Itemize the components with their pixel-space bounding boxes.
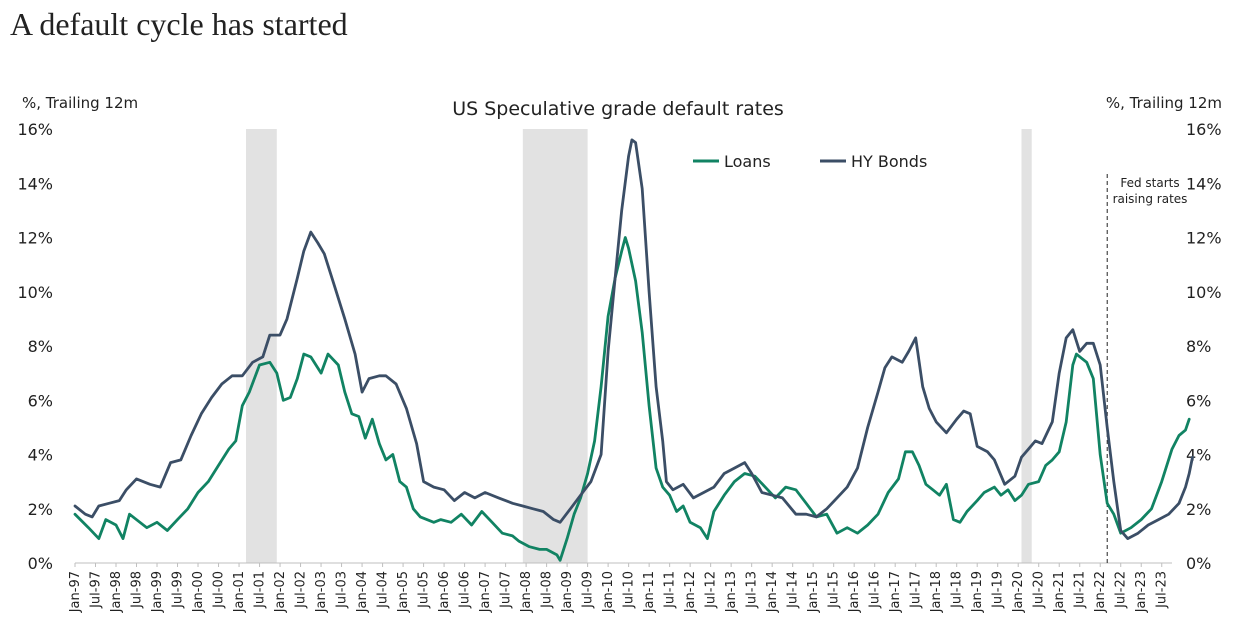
x-tick-label: Jul-22 [1114, 571, 1129, 609]
x-tick-label: Jan-14 [765, 571, 780, 613]
y-tick-left: 6% [28, 391, 53, 410]
y-tick-left: 8% [28, 337, 53, 356]
x-tick-label: Jul-07 [499, 571, 514, 609]
x-tick-label: Jan-03 [314, 571, 329, 613]
series-line-loans [73, 236, 1191, 562]
x-tick-label: Jul-99 [171, 571, 186, 609]
y-tick-right: 16% [1186, 120, 1222, 139]
fed-annotation: Fed starts raising rates [1106, 174, 1188, 563]
y-tick-left: 4% [28, 446, 53, 465]
x-tick-label: Jan-06 [437, 571, 452, 613]
recession-band-3 [1021, 129, 1032, 563]
x-tick-label: Jul-04 [376, 571, 391, 609]
x-tick-label: Jan-10 [601, 571, 616, 613]
x-tick-label: Jan-19 [970, 571, 985, 613]
y-tick-right: 2% [1186, 500, 1211, 519]
x-tick-label: Jan-15 [806, 571, 821, 613]
series-line-hy-bonds [73, 138, 1194, 540]
x-tick-label: Jan-05 [396, 571, 411, 613]
y-axis-label-right: %, Trailing 12m [1106, 94, 1222, 112]
y-tick-right: 14% [1186, 174, 1222, 193]
x-tick-label: Jul-16 [868, 571, 883, 609]
chart-title: US Speculative grade default rates [452, 98, 784, 120]
x-tick-label: Jan-17 [888, 571, 903, 613]
x-tick-label: Jan-09 [560, 571, 575, 613]
x-tick-label: Jan-02 [273, 571, 288, 613]
x-tick-label: Jul-09 [581, 571, 596, 609]
x-tick-label: Jan-04 [355, 571, 370, 613]
x-tick-label: Jan-21 [1052, 571, 1067, 613]
y-tick-left: 12% [17, 229, 53, 248]
x-tick-label: Jul-14 [786, 571, 801, 609]
x-tick-label: Jul-19 [991, 571, 1006, 609]
x-tick-label: Jul-98 [130, 571, 145, 609]
x-tick-label: Jul-20 [1032, 571, 1047, 609]
x-tick-label: Jul-00 [212, 571, 227, 609]
y-tick-right: 10% [1186, 283, 1222, 302]
x-tick-label: Jan-00 [191, 571, 206, 613]
x-tick-label: Jul-97 [89, 571, 104, 609]
page-headline: A default cycle has started [10, 6, 348, 42]
x-tick-label: Jan-97 [68, 571, 83, 613]
recession-bands [246, 129, 1032, 563]
y-tick-right: 0% [1186, 554, 1211, 573]
recession-band-2 [522, 129, 588, 563]
x-tick-label: Jul-03 [335, 571, 350, 609]
series-lines [73, 138, 1194, 562]
x-tick-label: Jan-99 [150, 571, 165, 613]
x-tick-label: Jul-23 [1155, 571, 1170, 609]
x-tick-label: Jan-08 [519, 571, 534, 613]
y-tick-right: 8% [1186, 337, 1211, 356]
x-tick-label: Jul-01 [253, 571, 268, 609]
y-tick-left: 16% [17, 120, 53, 139]
x-tick-label: Jul-06 [458, 571, 473, 609]
x-tick-label: Jan-13 [724, 571, 739, 613]
fed-annotation-text: Fed starts [1120, 176, 1179, 190]
x-tick-label: Jul-10 [622, 571, 637, 609]
legend-label-loans: Loans [724, 152, 771, 171]
x-tick-label: Jul-15 [827, 571, 842, 609]
x-tick-label: Jul-17 [909, 571, 924, 609]
x-tick-label: Jul-21 [1073, 571, 1088, 609]
y-tick-right: 4% [1186, 446, 1211, 465]
x-tick-label: Jan-16 [847, 571, 862, 613]
x-tick-label: Jan-01 [232, 571, 247, 613]
y-axis-label-left: %, Trailing 12m [22, 94, 138, 112]
legend-label-hy-bonds: HY Bonds [851, 152, 927, 171]
x-tick-label: Jul-18 [950, 571, 965, 609]
recession-band-1 [246, 129, 277, 563]
x-tick-label: Jul-12 [704, 571, 719, 609]
x-tick-label: Jan-20 [1011, 571, 1026, 613]
fed-annotation-text: raising rates [1113, 192, 1188, 206]
x-tick-label: Jul-05 [417, 571, 432, 609]
x-tick-label: Jan-07 [478, 571, 493, 613]
y-tick-left: 14% [17, 174, 53, 193]
x-tick-label: Jan-22 [1093, 571, 1108, 613]
x-tick-label: Jul-08 [540, 571, 555, 609]
y-tick-left: 0% [28, 554, 53, 573]
x-tick-label: Jan-18 [929, 571, 944, 613]
x-tick-label: Jan-12 [683, 571, 698, 613]
x-tick-label: Jan-98 [109, 571, 124, 613]
x-tick-label: Jul-02 [294, 571, 309, 609]
x-tick-label: Jul-13 [745, 571, 760, 609]
y-tick-left: 2% [28, 500, 53, 519]
axes: 0% 0% 2% 2% 4% 4% 6% 6% 8% 8% 10% 10% 12% 12% 14% 14% 16… [17, 120, 1221, 613]
legend: Loans HY Bonds [693, 152, 927, 171]
y-tick-left: 10% [17, 283, 53, 302]
x-tick-label: Jul-11 [663, 571, 678, 609]
y-tick-right: 12% [1186, 229, 1222, 248]
x-tick-label: Jan-23 [1134, 571, 1149, 613]
y-tick-right: 6% [1186, 391, 1211, 410]
x-tick-label: Jan-11 [642, 571, 657, 613]
